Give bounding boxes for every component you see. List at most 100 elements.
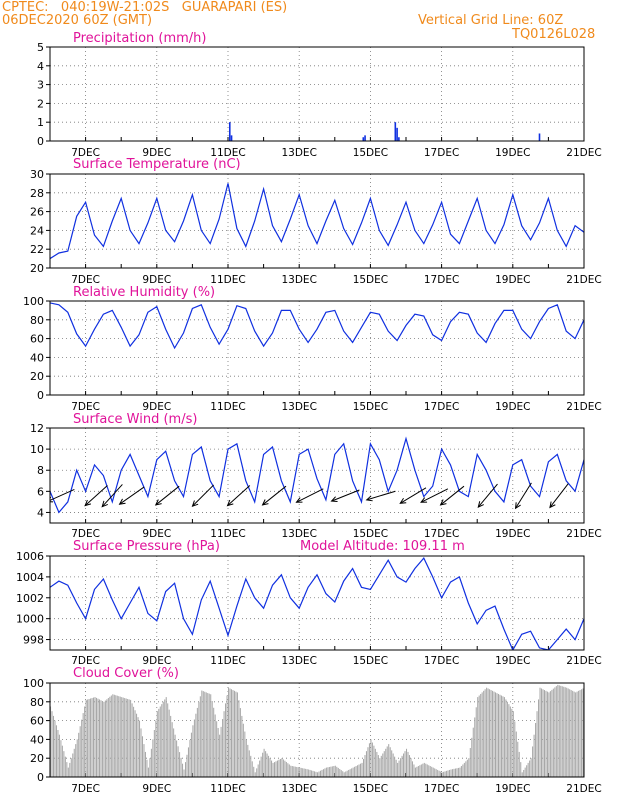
cloud-bar (561, 686, 563, 777)
cloud-bar (199, 696, 201, 777)
cloud-bar (492, 690, 494, 777)
cloud-bar (69, 762, 71, 777)
x-tick-label: 7DEC (71, 783, 100, 795)
wind-arrowhead (154, 499, 162, 506)
y-tick-label: 60 (30, 715, 44, 728)
cloud-bar (392, 753, 394, 777)
x-tick-label: 9DEC (142, 528, 171, 540)
series-line (50, 557, 584, 650)
plot-area (50, 557, 584, 650)
cloud-bar (257, 764, 259, 777)
cloud-bar (339, 769, 341, 777)
cloud-bar (214, 714, 216, 777)
wind-arrow (119, 486, 145, 505)
cloud-bar (66, 762, 68, 777)
cloud-bar (367, 747, 369, 777)
cloud-bar (58, 734, 60, 777)
cloud-bar (266, 753, 268, 777)
cloud-bar (447, 770, 449, 777)
cloud-bar (284, 760, 286, 777)
cloud-bar (548, 692, 550, 777)
cloud-bar (137, 717, 139, 777)
cloud-bar (406, 748, 408, 777)
cloud-bar (217, 727, 219, 777)
x-tick-label: 13DEC (281, 401, 316, 413)
wind-arrow (155, 485, 180, 506)
cloud-bar (269, 758, 271, 777)
cloud-bar (82, 713, 84, 777)
x-tick-label: 15DEC (353, 528, 388, 540)
cloud-bar (527, 762, 529, 777)
cloud-bar (143, 744, 145, 777)
cloud-bar (469, 748, 471, 777)
cloud-bar (489, 689, 491, 777)
cloud-bar (505, 699, 507, 777)
cloud-bar (146, 759, 148, 777)
x-tick-label: 15DEC (353, 274, 388, 286)
wind-arrow (549, 483, 569, 508)
cloud-bar (374, 748, 376, 777)
cloud-bar (207, 693, 209, 777)
cloud-bar (453, 768, 455, 777)
cloud-bar (486, 687, 488, 777)
cloud-bar (360, 763, 362, 777)
precip-bar (396, 127, 398, 141)
cloud-bar (192, 725, 194, 777)
cloud-bar (346, 770, 348, 777)
cloud-bar (457, 767, 459, 777)
wind-arrowhead (439, 499, 447, 506)
cloud-bar (317, 772, 319, 777)
y-tick-label: 5 (37, 41, 44, 54)
cloud-bar (260, 756, 262, 777)
cloud-bar (441, 772, 443, 777)
cloud-bar (131, 703, 133, 777)
cloud-bar (85, 699, 87, 777)
cloud-bar (158, 708, 160, 777)
x-tick-label: 11DEC (210, 274, 245, 286)
cloud-bar (155, 720, 157, 777)
cloud-bar (370, 739, 372, 777)
cloud-bar (272, 762, 274, 777)
cloud-bar (530, 758, 532, 777)
cloud-bar (220, 726, 222, 777)
cloud-bar (557, 684, 559, 777)
cloud-bar (497, 693, 500, 777)
cloud-bar (554, 687, 556, 777)
cloud-bar (147, 767, 149, 777)
cloud-bar (444, 771, 446, 777)
cloud-bar (116, 695, 118, 777)
wind-arrow (366, 490, 396, 501)
cloud-bar (94, 697, 96, 777)
cloud-bar (521, 772, 523, 777)
cloud-bar (253, 766, 255, 777)
cloud-bar (407, 751, 409, 777)
cloud-bar (93, 697, 95, 777)
cloud-bar (144, 751, 146, 777)
cloud-bar (503, 697, 505, 777)
cloud-bar (256, 768, 258, 777)
cloud-bar (572, 690, 574, 777)
cloud-bar (195, 713, 197, 777)
cloud-bar (161, 704, 163, 777)
cloud-bar (325, 767, 327, 777)
cloud-bar (343, 772, 345, 777)
cloud-bar (532, 746, 534, 777)
cloud-bar (91, 698, 93, 777)
cloud-bar (468, 758, 470, 777)
cloud-bar (371, 742, 373, 777)
panel-5: 998 1000 1002 1004 1006 7DEC 9DEC 11DEC 13DEC 15D… (16, 539, 602, 667)
x-tick-label: 7DEC (71, 655, 100, 667)
cloud-bar (518, 751, 520, 777)
cloud-bar (314, 771, 316, 777)
cloud-bar (437, 769, 439, 777)
cloud-bar (508, 704, 510, 777)
cloud-bar (495, 692, 497, 777)
cloud-bar (279, 758, 281, 777)
cloud-bar (376, 751, 378, 777)
cloud-bar (232, 690, 234, 777)
cloud-bar (322, 769, 324, 777)
cloud-bar (533, 734, 535, 777)
panel-title: Relative Humidity (%) (73, 285, 215, 300)
plot-frame (49, 173, 585, 269)
